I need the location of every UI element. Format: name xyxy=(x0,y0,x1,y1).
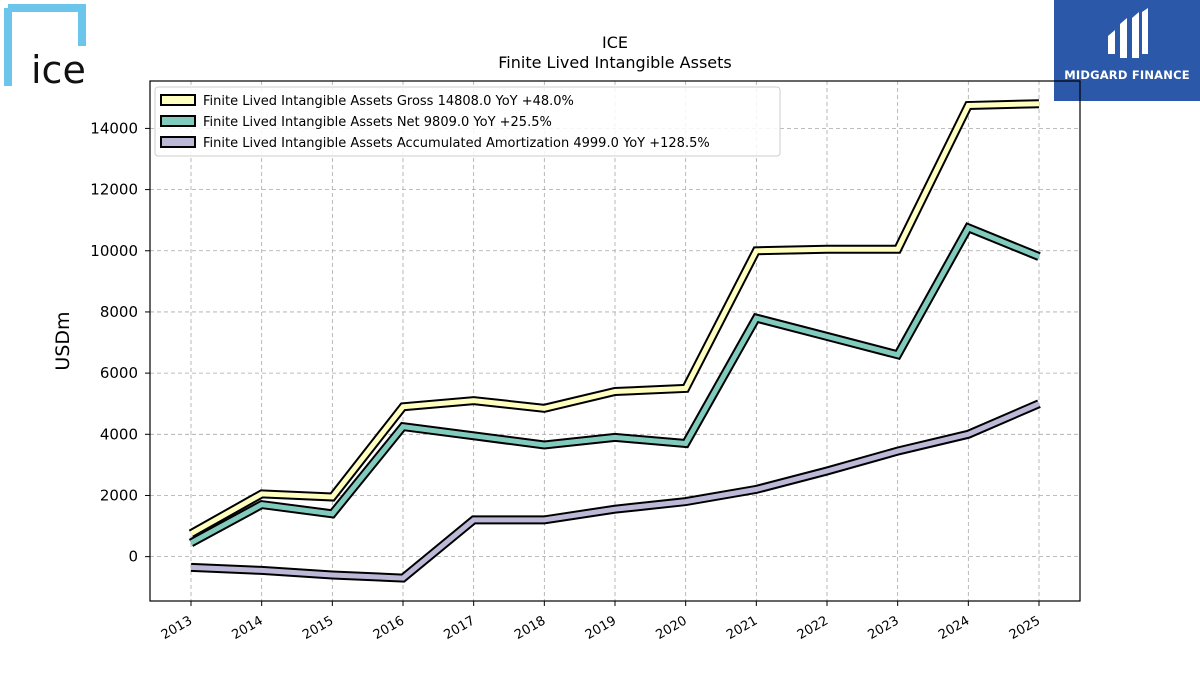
legend-swatch-2 xyxy=(160,136,196,148)
series-line-2 xyxy=(190,401,1040,581)
midgard-emblem-icon xyxy=(1108,8,1148,58)
series-line-1 xyxy=(189,224,1040,546)
legend-label-1: Finite Lived Intangible Assets Net 9809.… xyxy=(203,115,552,130)
ice-logo-text: ice xyxy=(31,48,86,92)
legend-label-2: Finite Lived Intangible Assets Accumulat… xyxy=(203,136,710,151)
x-tick-label: 2019 xyxy=(583,613,619,643)
legend-swatch-0 xyxy=(160,94,196,106)
x-tick-label: 2023 xyxy=(866,613,902,643)
x-tick-label: 2022 xyxy=(795,613,831,643)
chart-subtitle: Finite Lived Intangible Assets xyxy=(498,53,731,72)
midgard-finance-logo: MIDGARD FINANCE xyxy=(1054,0,1200,101)
legend: Finite Lived Intangible Assets Gross 148… xyxy=(154,86,781,157)
chart-title: ICE xyxy=(602,33,628,52)
x-tick-label: 2025 xyxy=(1007,613,1043,643)
ice-logo: ice xyxy=(4,4,86,92)
x-tick-label: 2024 xyxy=(936,613,972,643)
midgard-logo-text: MIDGARD FINANCE xyxy=(1064,68,1190,82)
y-tick-label: 8000 xyxy=(100,303,138,321)
legend-label-0: Finite Lived Intangible Assets Gross 148… xyxy=(203,94,574,109)
x-tick-label: 2021 xyxy=(724,613,760,643)
x-axis: 2013 2014 2015 2016 2017 2018 2019 2020 2021 2022… xyxy=(159,601,1043,643)
y-tick-label: 12000 xyxy=(90,181,138,199)
x-tick-label: 2015 xyxy=(300,613,336,643)
x-tick-label: 2013 xyxy=(159,613,195,643)
series-line-0 xyxy=(189,101,1040,536)
y-tick-label: 2000 xyxy=(100,486,138,504)
y-tick-label: 10000 xyxy=(90,242,138,260)
x-tick-label: 2017 xyxy=(442,613,478,643)
legend-box xyxy=(154,86,781,157)
y-tick-label: 4000 xyxy=(100,425,138,443)
y-tick-label: 0 xyxy=(128,548,138,566)
x-tick-label: 2014 xyxy=(230,613,266,643)
y-axis-label: USDm xyxy=(52,311,74,370)
y-axis: 0 2000 4000 6000 8000 10000 12000 14000 xyxy=(90,119,150,566)
legend-swatch-1 xyxy=(160,115,196,127)
x-tick-label: 2016 xyxy=(371,613,407,643)
y-tick-label: 6000 xyxy=(100,364,138,382)
y-tick-label: 14000 xyxy=(90,119,138,137)
series-lines xyxy=(188,99,1041,583)
x-tick-label: 2020 xyxy=(654,613,690,643)
x-tick-label: 2018 xyxy=(512,613,548,643)
